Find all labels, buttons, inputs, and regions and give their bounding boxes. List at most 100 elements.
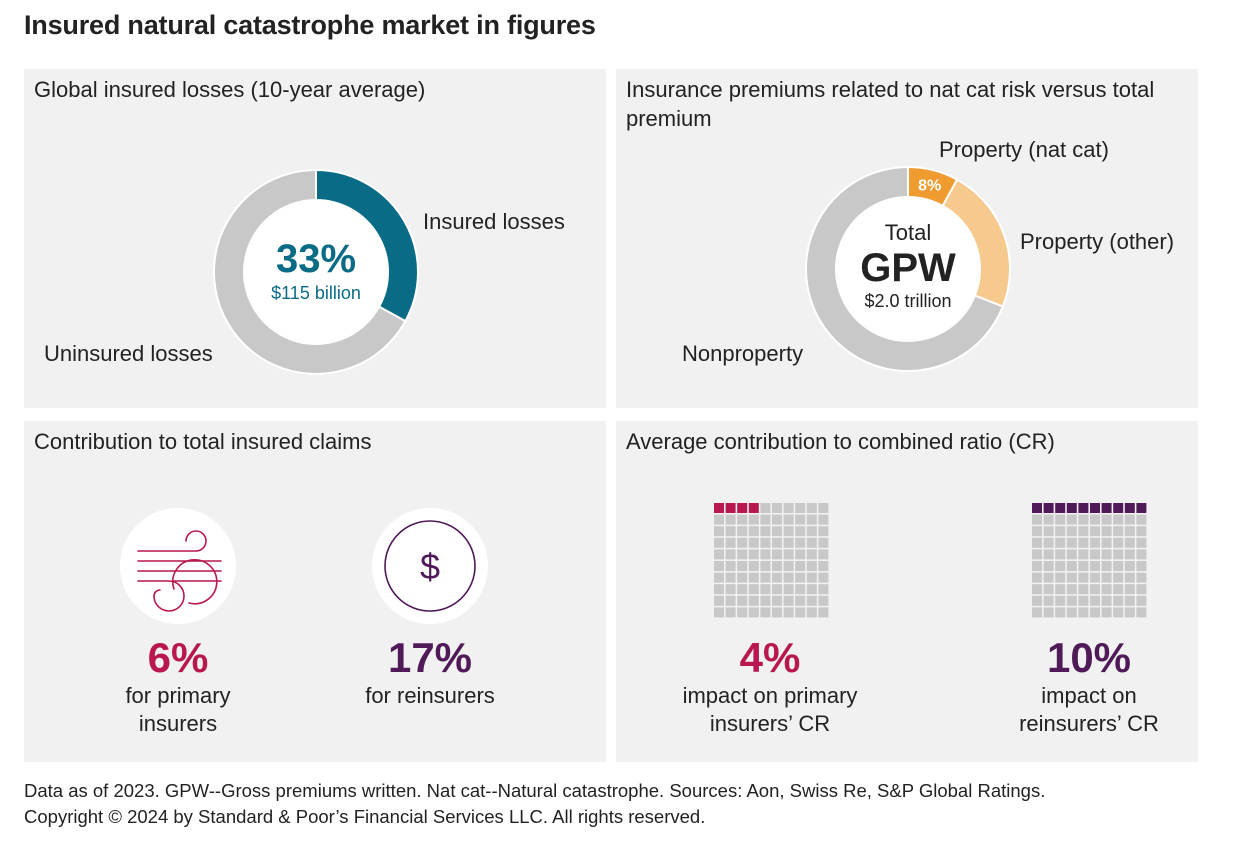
reins-waffle-cell [1055,607,1066,618]
reins-waffle-cell [1066,561,1077,571]
label-property-natcat: Property (nat cat) [939,137,1109,162]
reins-waffle-cell [1101,549,1112,560]
reins-waffle-cell [1032,561,1042,571]
reins-cr-pct: 10% [1046,634,1132,681]
reins-waffle-cell [1055,584,1066,595]
reins-waffle-cell [1078,561,1089,571]
reins-waffle-cell [1043,526,1054,537]
label-uninsured-losses: Uninsured losses [44,341,213,366]
reins-waffle-cell [1078,595,1089,606]
primary-waffle-cell [714,561,724,571]
reins-waffle-cell [1066,572,1077,583]
reins-waffle-cell [1066,607,1077,618]
reins-waffle-cell [1066,595,1077,606]
primary-waffle-cell [818,503,829,513]
primary-waffle-cell [714,526,724,537]
reins-waffle-cell [1055,549,1066,560]
primary-waffle-cell [760,537,771,548]
reins-waffle-cell [1090,572,1100,583]
primary-waffle-cell [806,514,817,525]
reins-waffle-cell-filled [1055,503,1066,513]
primary-waffle-cell [795,595,806,606]
primary-waffle-cell [806,584,817,595]
primary-waffle-cell [725,561,736,571]
reins-waffle-cell [1101,584,1112,595]
primary-waffle-cell [783,514,794,525]
primary-waffle-cell [760,584,771,595]
primary-waffle-cell [818,526,829,537]
primary-waffle-cell [725,584,736,595]
primary-waffle-cell [737,584,748,595]
primary-waffle-cell [783,572,794,583]
primary-waffle-cell-filled [737,503,748,513]
panel-premiums: Insurance premiums related to nat cat ri… [616,69,1198,408]
reins-waffle-cell [1090,526,1100,537]
reins-waffle-cell [1066,526,1077,537]
reins-waffle-cell [1136,526,1147,537]
natcat-pct-label: 8% [918,178,941,195]
losses-slice-uninsured-losses [213,168,407,375]
primary-waffle-cell [737,514,748,525]
reins-waffle-cell [1113,549,1124,560]
reins-waffle-cell [1055,514,1066,525]
primary-waffle-cell [748,584,759,595]
reins-waffle-cell [1032,526,1042,537]
reins-waffle-cell [1090,514,1100,525]
reins-waffle-cell [1136,561,1147,571]
center-total-label: Total [884,220,932,245]
primary-waffle-cell [806,561,817,571]
primary-waffle-cell [725,595,736,606]
primary-waffle-cell [737,526,748,537]
insured-losses-donut [213,168,419,375]
reins-waffle-cell-filled [1043,503,1054,513]
label-property-other: Property (other) [1020,229,1175,254]
reins-waffle-cell [1078,572,1089,583]
primary-waffle-cell [806,607,817,618]
primary-waffle-cell [795,584,806,595]
primary-waffle-cell-filled [725,503,736,513]
primary-waffle-cell [795,503,806,513]
reins-waffle-cell [1090,595,1100,606]
primary-waffle-cell [795,549,806,560]
insured-losses-pct: 33% [275,237,357,281]
primary-waffle-cell [806,595,817,606]
reins-waffle-cell [1043,595,1054,606]
reins-waffle-cell [1055,561,1066,571]
primary-waffle-cell [748,572,759,583]
reins-waffle-cell [1101,514,1112,525]
primary-cr-block: 4% impact on primary insurers’ CR [655,634,885,738]
primary-waffle-cell-filled [714,503,724,513]
reins-waffle-cell-filled [1124,503,1135,513]
reins-waffle-cell [1113,584,1124,595]
primary-waffle-cell [783,584,794,595]
primary-waffle-cell [760,572,771,583]
primary-waffle-cell [772,549,782,560]
primary-waffle-cell [783,537,794,548]
primary-waffle-cell [818,561,829,571]
reins-waffle-cell [1101,561,1112,571]
primary-claims-pct: 6% [147,634,209,681]
reins-waffle-cell [1113,537,1124,548]
primary-waffle-cell [714,572,724,583]
primary-waffle-cell [714,584,724,595]
insured-losses-amount: $115 billion [271,283,361,303]
primary-waffle-cell [714,595,724,606]
primary-waffle-cell [714,537,724,548]
primary-waffle-cell [795,537,806,548]
donut-center: Total GPW $2.0 trillion [838,220,978,312]
reins-waffle-cell [1090,584,1100,595]
reins-waffle-cell [1066,537,1077,548]
center-gpw-amount: $2.0 trillion [864,291,952,311]
reins-waffle-cell-filled [1136,503,1147,513]
primary-cr-pct: 4% [739,634,801,681]
primary-waffle-cell [760,514,771,525]
reins-waffle-cell [1113,514,1124,525]
reins-cr-block: 10% impact on reinsurers’ CR [999,634,1179,738]
reins-waffle-cell [1090,561,1100,571]
reins-waffle-cell [1124,584,1135,595]
primary-waffle-cell [795,514,806,525]
premiums-slice-nonproperty [805,165,1005,372]
primary-waffle-cell [737,549,748,560]
reins-waffle-cell [1078,549,1089,560]
reins-waffle-cell [1066,549,1077,560]
